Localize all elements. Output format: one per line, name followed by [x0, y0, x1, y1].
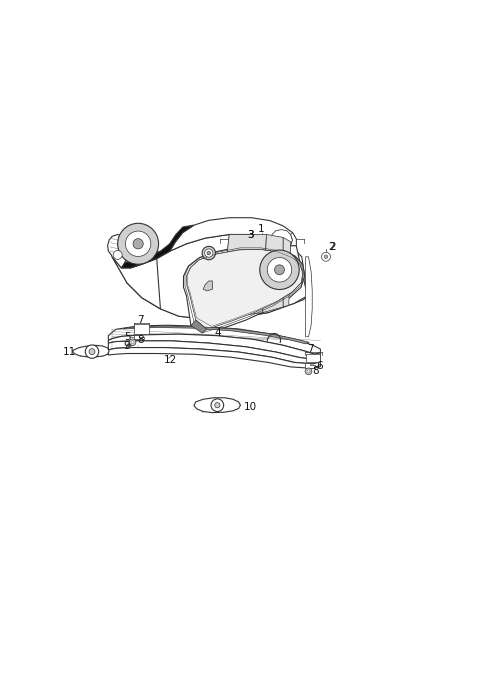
Polygon shape [170, 218, 296, 251]
Text: 2: 2 [329, 242, 336, 253]
Text: 7: 7 [307, 344, 313, 354]
Polygon shape [72, 345, 109, 357]
Polygon shape [108, 234, 129, 268]
Circle shape [125, 231, 151, 256]
Polygon shape [305, 257, 312, 337]
Polygon shape [121, 225, 194, 268]
Circle shape [267, 258, 292, 282]
Circle shape [131, 341, 134, 344]
Bar [305, 354, 320, 362]
Polygon shape [108, 347, 321, 368]
Circle shape [118, 223, 158, 264]
Circle shape [127, 344, 131, 349]
Text: 11: 11 [63, 346, 76, 356]
Polygon shape [203, 281, 213, 291]
Text: 9: 9 [123, 341, 130, 351]
Polygon shape [108, 326, 321, 354]
Circle shape [275, 265, 285, 274]
Text: 7: 7 [137, 315, 144, 325]
Circle shape [133, 239, 143, 249]
Polygon shape [183, 246, 305, 337]
Polygon shape [123, 326, 309, 344]
Text: 8: 8 [312, 366, 319, 376]
Polygon shape [272, 230, 292, 246]
Circle shape [307, 370, 310, 373]
Text: 4: 4 [215, 328, 221, 338]
Polygon shape [191, 320, 207, 333]
Polygon shape [263, 234, 283, 313]
Polygon shape [283, 237, 290, 307]
Polygon shape [290, 232, 296, 246]
Polygon shape [220, 234, 266, 318]
Text: 8: 8 [137, 335, 144, 346]
Circle shape [207, 251, 210, 255]
Circle shape [204, 249, 213, 257]
Polygon shape [194, 398, 240, 412]
Polygon shape [108, 334, 321, 360]
Text: 1: 1 [258, 224, 264, 234]
Circle shape [129, 339, 136, 346]
Polygon shape [186, 249, 303, 329]
Circle shape [324, 255, 328, 258]
Polygon shape [305, 363, 315, 368]
Circle shape [89, 349, 95, 355]
Circle shape [305, 368, 312, 374]
Bar [133, 325, 149, 334]
Text: 10: 10 [243, 402, 256, 412]
Text: 3: 3 [247, 230, 253, 240]
Text: 5: 5 [124, 332, 131, 342]
Text: 6: 6 [317, 361, 324, 371]
Circle shape [211, 399, 224, 412]
Polygon shape [112, 234, 307, 318]
Polygon shape [121, 234, 307, 318]
Circle shape [113, 251, 122, 260]
Circle shape [85, 345, 99, 358]
Text: 12: 12 [163, 355, 177, 365]
Circle shape [322, 252, 330, 261]
Circle shape [215, 402, 220, 408]
Text: 3: 3 [247, 230, 254, 240]
Circle shape [260, 250, 299, 290]
Polygon shape [112, 257, 160, 309]
Circle shape [202, 246, 216, 260]
Polygon shape [125, 240, 170, 268]
Polygon shape [134, 335, 144, 340]
Text: 2: 2 [329, 242, 335, 253]
Polygon shape [108, 341, 321, 364]
